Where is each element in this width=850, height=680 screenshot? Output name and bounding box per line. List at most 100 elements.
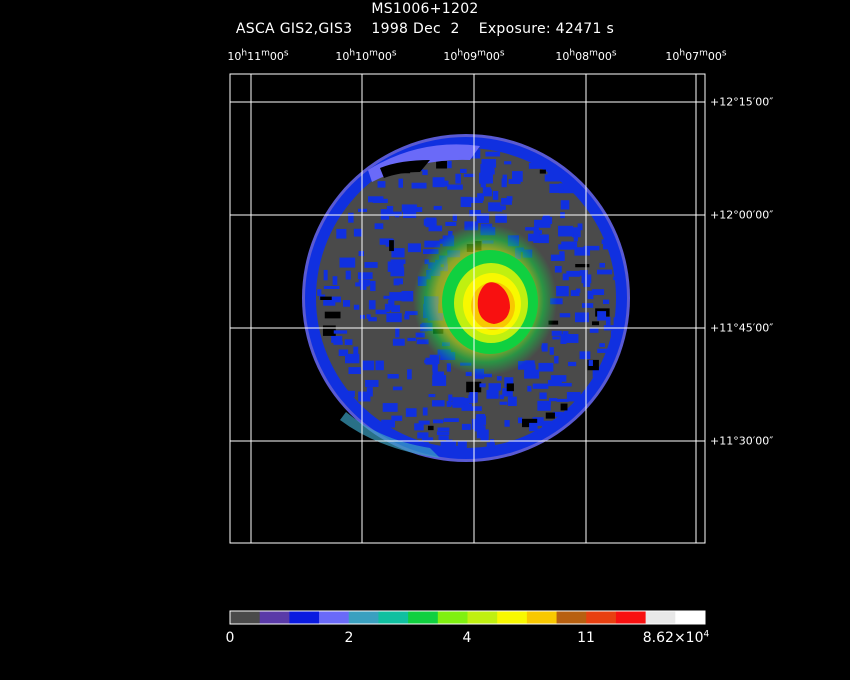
noise-speck [587, 359, 599, 371]
noise-speck [391, 248, 405, 258]
noise-speck [436, 160, 447, 169]
ra-tick-label: 10h10m00s [335, 48, 397, 63]
noise-speck [461, 403, 472, 411]
noise-speck [544, 401, 551, 405]
noise-speck [591, 289, 605, 296]
noise-speck [564, 334, 579, 343]
noise-speck [508, 179, 521, 185]
noise-speck [331, 336, 343, 343]
noise-speck [610, 330, 622, 337]
colorbar-cell [230, 611, 261, 624]
dec-tick-label: +12°00′00″ [710, 208, 774, 222]
noise-speck [457, 440, 467, 450]
noise-speck [553, 185, 567, 190]
noise-speck [345, 353, 360, 364]
noise-speck [539, 169, 546, 174]
noise-speck [469, 197, 483, 204]
noise-speck [550, 375, 567, 382]
noise-speck [381, 419, 396, 428]
noise-speck [518, 361, 530, 370]
noise-speck [401, 204, 417, 212]
noise-speck [344, 339, 353, 346]
noise-speck [501, 197, 512, 205]
noise-speck [559, 382, 572, 387]
colorbar-cell [348, 611, 379, 624]
colorbar-tick-label: 0 [225, 630, 235, 646]
colorbar-cell [675, 611, 706, 624]
noise-speck [528, 365, 536, 372]
noise-speck [393, 278, 400, 286]
ra-tick-label: 10h09m00s [443, 48, 505, 63]
noise-speck [398, 178, 404, 188]
noise-speck [477, 193, 485, 201]
noise-speck [579, 351, 591, 360]
noise-speck [613, 276, 621, 281]
ra-h: 10 [665, 50, 680, 63]
noise-speck [433, 205, 442, 210]
noise-speck [583, 282, 591, 287]
noise-speck [377, 181, 386, 188]
ra-h: 10 [335, 50, 350, 63]
noise-speck [613, 317, 622, 328]
colorbar-cell [556, 611, 587, 624]
noise-speck [407, 369, 412, 380]
noise-speck [549, 398, 558, 402]
noise-speck [427, 425, 434, 431]
colorbar-cell [497, 611, 528, 624]
noise-speck [417, 432, 429, 439]
noise-speck [537, 400, 551, 411]
noise-speck [402, 209, 417, 218]
colorbar-tick-label: 2 [344, 630, 354, 646]
noise-speck [558, 244, 572, 250]
noise-speck [405, 311, 418, 316]
noise-speck [375, 360, 384, 371]
noise-speck [480, 430, 489, 441]
noise-speck [560, 200, 570, 210]
noise-speck [502, 174, 508, 183]
noise-speck [463, 173, 475, 178]
noise-speck [496, 376, 502, 381]
noise-speck [422, 407, 428, 416]
noise-speck [460, 196, 472, 208]
noise-speck [323, 285, 340, 290]
noise-speck [336, 228, 347, 239]
exposure-label: Exposure: 42471 s [478, 21, 615, 37]
noise-speck [525, 227, 539, 231]
noise-speck [370, 280, 376, 292]
noise-speck [333, 341, 343, 345]
noise-speck [368, 317, 377, 322]
noise-speck [422, 169, 428, 176]
noise-speck [550, 254, 565, 261]
noise-speck [428, 394, 436, 398]
colorbar-cell [289, 611, 320, 624]
ra-m: 07 [685, 50, 700, 63]
noise-speck [483, 189, 492, 197]
plot-frame [229, 73, 706, 544]
noise-speck [558, 225, 574, 237]
noise-speck [568, 361, 577, 367]
noise-speck [570, 290, 580, 297]
noise-speck [405, 408, 417, 417]
noise-speck [543, 214, 550, 221]
noise-speck [529, 422, 538, 432]
noise-speck [322, 325, 336, 336]
noise-speck [547, 379, 562, 387]
noise-speck [380, 209, 390, 220]
ra-m: 08 [575, 50, 590, 63]
noise-speck [324, 311, 341, 319]
noise-speck [504, 377, 514, 388]
noise-speck [577, 223, 583, 231]
noise-speck [601, 239, 611, 244]
noise-speck [323, 269, 328, 281]
noise-speck [353, 346, 359, 355]
noise-speck [490, 439, 495, 447]
ra-tick-label: 10h08m00s [555, 48, 617, 63]
noise-speck [544, 174, 554, 182]
colorbar-cell [586, 611, 617, 624]
noise-speck [488, 202, 501, 212]
noise-speck [407, 243, 422, 253]
ra-m: 10 [355, 50, 370, 63]
noise-speck [447, 184, 463, 190]
colorbar-cell [408, 611, 439, 624]
